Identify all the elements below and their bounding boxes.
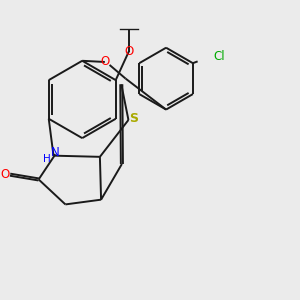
Text: Cl: Cl bbox=[214, 50, 225, 62]
Text: O: O bbox=[100, 56, 110, 68]
Text: O: O bbox=[124, 45, 134, 58]
Text: O: O bbox=[1, 168, 10, 181]
Text: H: H bbox=[43, 154, 51, 164]
Text: N: N bbox=[51, 146, 60, 159]
Text: S: S bbox=[129, 112, 138, 125]
